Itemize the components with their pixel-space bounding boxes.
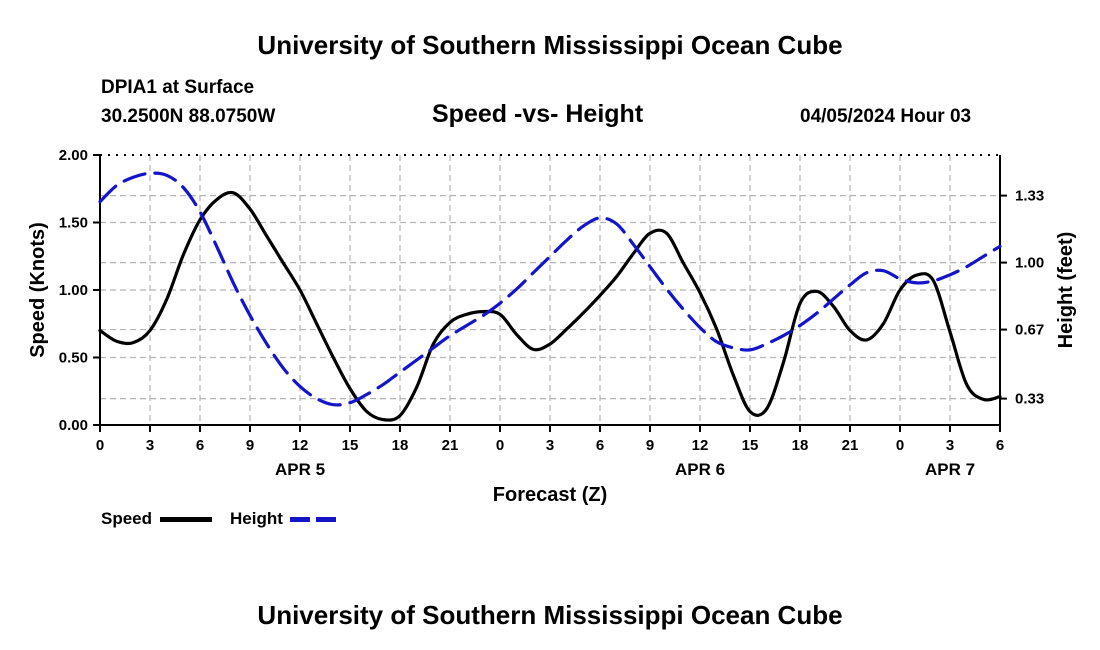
legend-label-height: Height [230, 509, 283, 528]
x-tick-label: 9 [246, 437, 254, 454]
x-tick-label: 18 [392, 437, 409, 454]
x-axis-title: Forecast (Z) [493, 484, 607, 506]
y2-tick-label: 0.67 [1015, 322, 1044, 339]
x-tick-label: 21 [842, 437, 859, 454]
y-tick-label: 1.00 [59, 282, 88, 299]
y-tick-label: 2.00 [59, 147, 88, 164]
x-tick-label: 12 [292, 437, 309, 454]
x-tick-label: 0 [896, 437, 904, 454]
x-tick-label: 15 [342, 437, 359, 454]
x-tick-label: 3 [146, 437, 154, 454]
day-label: APR 5 [275, 460, 325, 479]
y-axis-title-left: Speed (Knots) [27, 222, 49, 358]
x-tick-label: 3 [546, 437, 554, 454]
datestamp-label: 04/05/2024 Hour 03 [800, 106, 972, 127]
legend-swatch-speed [160, 517, 212, 522]
y2-tick-label: 1.00 [1015, 255, 1044, 272]
x-tick-label: 18 [792, 437, 809, 454]
y2-tick-label: 1.33 [1015, 188, 1044, 205]
day-label: APR 6 [675, 460, 725, 479]
series-line-height [98, 171, 1002, 407]
day-label: APR 7 [925, 460, 975, 479]
chart-title: Speed -vs- Height [432, 100, 644, 128]
x-tick-label: 3 [946, 437, 954, 454]
x-tick-label: 21 [442, 437, 459, 454]
y-tick-label: 0.00 [59, 417, 88, 434]
x-tick-label: 12 [692, 437, 709, 454]
x-tick-label: 6 [196, 437, 204, 454]
legend-swatch-height [290, 517, 342, 522]
x-tick-label: 9 [646, 437, 654, 454]
legend-label-speed: Speed [101, 509, 153, 528]
coordinates-label: 30.2500N 88.0750W [101, 106, 276, 127]
y-axis-title-right: Height (feet) [1055, 232, 1077, 349]
series-line-speed [98, 190, 1002, 422]
page-title: University of Southern Mississippi Ocean… [257, 30, 843, 60]
y2-tick-label: 0.33 [1015, 391, 1044, 408]
x-tick-label: 15 [742, 437, 759, 454]
x-tick-label: 6 [596, 437, 604, 454]
y-tick-label: 1.50 [59, 215, 88, 232]
x-tick-label: 0 [496, 437, 504, 454]
footer-title: University of Southern Mississippi Ocean… [257, 600, 843, 630]
x-tick-label: 0 [96, 437, 104, 454]
x-tick-label: 6 [996, 437, 1004, 454]
station-label: DPIA1 at Surface [101, 77, 255, 98]
y-tick-label: 0.50 [59, 350, 88, 367]
